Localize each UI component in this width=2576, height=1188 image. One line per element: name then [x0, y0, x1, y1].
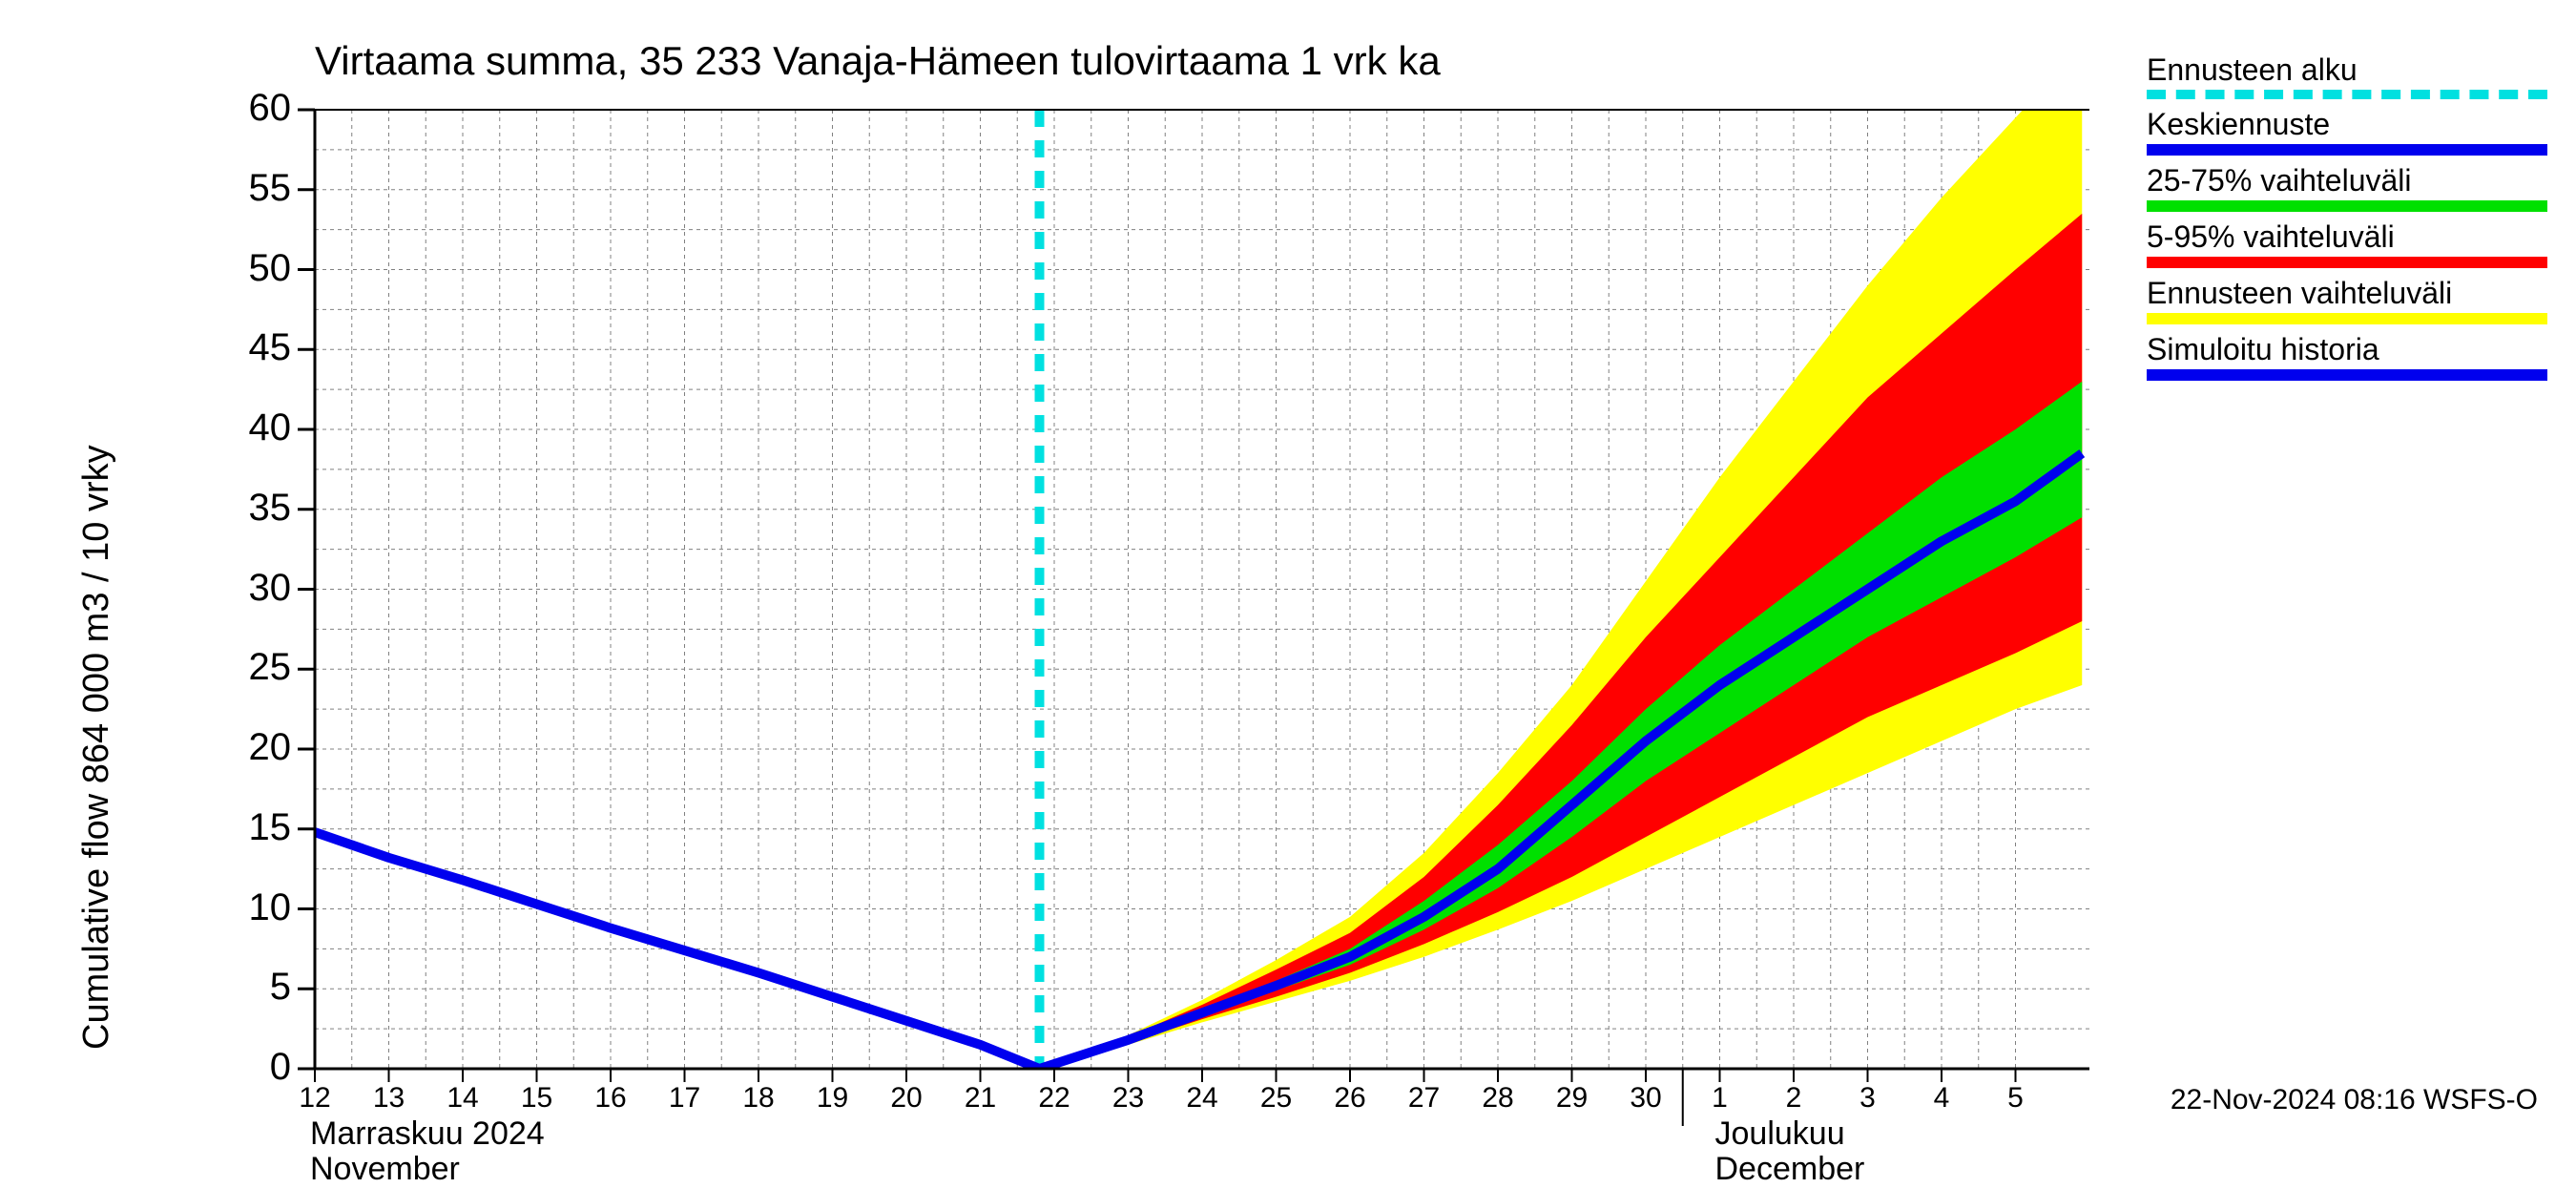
legend-swatch — [2147, 313, 2547, 324]
x-tick-label: 14 — [439, 1082, 487, 1115]
y-tick-label: 30 — [224, 567, 291, 610]
legend-item: Ennusteen alku — [2147, 52, 2547, 99]
x-tick-label: 4 — [1918, 1082, 1965, 1115]
x-tick-label: 27 — [1401, 1082, 1448, 1115]
x-tick-label: 25 — [1253, 1082, 1300, 1115]
x-tick-label: 29 — [1548, 1082, 1596, 1115]
y-tick-label: 45 — [224, 326, 291, 369]
y-tick-label: 50 — [224, 247, 291, 290]
y-tick-label: 10 — [224, 886, 291, 929]
legend-swatch — [2147, 144, 2547, 156]
x-tick-label: 19 — [809, 1082, 857, 1115]
legend-label: 5-95% vaihteluväli — [2147, 219, 2547, 255]
y-tick-label: 40 — [224, 406, 291, 449]
x-tick-label: 30 — [1622, 1082, 1670, 1115]
y-tick-label: 35 — [224, 487, 291, 530]
y-tick-label: 5 — [224, 966, 291, 1009]
x-tick-label: 28 — [1474, 1082, 1522, 1115]
legend-swatch — [2147, 369, 2547, 381]
x-tick-label: 5 — [1992, 1082, 2040, 1115]
legend-item: Simuloitu historia — [2147, 332, 2547, 381]
legend-swatch — [2147, 257, 2547, 268]
x-tick-label: 22 — [1030, 1082, 1078, 1115]
x-tick-label: 20 — [883, 1082, 930, 1115]
y-tick-label: 55 — [224, 167, 291, 210]
x-tick-label: 17 — [661, 1082, 709, 1115]
legend-label: Ennusteen vaihteluväli — [2147, 276, 2547, 311]
x-tick-label: 26 — [1326, 1082, 1374, 1115]
legend-label: Ennusteen alku — [2147, 52, 2547, 88]
legend-item: Ennusteen vaihteluväli — [2147, 276, 2547, 324]
legend-swatch — [2147, 200, 2547, 212]
x-tick-label: 3 — [1844, 1082, 1892, 1115]
legend-item: Keskiennuste — [2147, 107, 2547, 156]
x-tick-label: 16 — [587, 1082, 634, 1115]
chart-canvas: Virtaama summa, 35 233 Vanaja-Hämeen tul… — [0, 0, 2576, 1145]
x-tick-label: 21 — [957, 1082, 1005, 1115]
legend-swatch — [2147, 90, 2547, 99]
month-label: Marraskuu 2024November — [310, 1116, 545, 1188]
legend-label: Simuloitu historia — [2147, 332, 2547, 367]
y-tick-label: 0 — [224, 1046, 291, 1089]
y-tick-label: 60 — [224, 87, 291, 130]
legend: Ennusteen alku Keskiennuste 25-75% vaihtel… — [2147, 52, 2547, 388]
x-tick-label: 24 — [1178, 1082, 1226, 1115]
x-tick-label: 15 — [513, 1082, 561, 1115]
month-label: JoulukuuDecember — [1715, 1116, 1865, 1188]
legend-item: 25-75% vaihteluväli — [2147, 163, 2547, 212]
y-tick-label: 25 — [224, 646, 291, 689]
legend-item: 5-95% vaihteluväli — [2147, 219, 2547, 268]
x-tick-label: 18 — [735, 1082, 782, 1115]
x-tick-label: 13 — [365, 1082, 413, 1115]
y-tick-label: 15 — [224, 806, 291, 849]
x-tick-label: 1 — [1696, 1082, 1744, 1115]
x-tick-label: 2 — [1770, 1082, 1818, 1115]
legend-label: Keskiennuste — [2147, 107, 2547, 142]
footer-timestamp: 22-Nov-2024 08:16 WSFS-O — [2171, 1084, 2538, 1116]
x-tick-label: 12 — [291, 1082, 339, 1115]
y-tick-label: 20 — [224, 726, 291, 769]
legend-label: 25-75% vaihteluväli — [2147, 163, 2547, 198]
x-tick-label: 23 — [1105, 1082, 1153, 1115]
